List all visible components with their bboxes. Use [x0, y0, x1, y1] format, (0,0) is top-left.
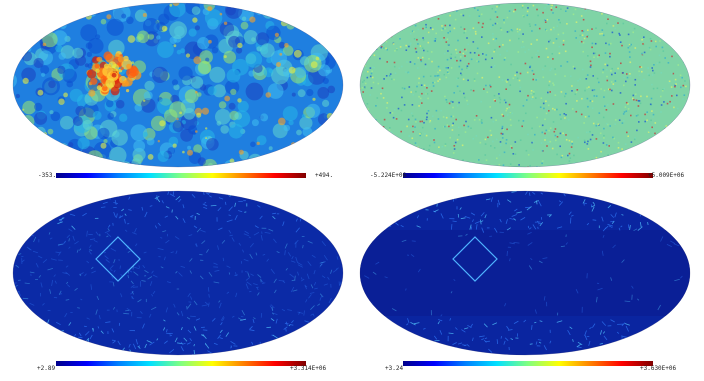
- colorbar-max-label: +3.630E+06: [640, 365, 677, 372]
- colorbar-max-label: +494.: [315, 172, 334, 179]
- sky-map-masked: [359, 190, 691, 366]
- mollweide-map-top-right: [355, 2, 695, 187]
- mollweide-map-top-left: [8, 2, 348, 187]
- mollweide-map-bottom-left: [8, 190, 348, 375]
- sky-map-temperature: [12, 2, 344, 178]
- map-texture: [360, 3, 690, 167]
- colorbar-min-label: +3.24: [385, 365, 404, 372]
- colorbar-min-label: +2.89: [37, 365, 56, 372]
- region-outline: [452, 236, 498, 282]
- map-texture: [360, 191, 690, 355]
- sky-map-hits: [12, 190, 344, 366]
- colorbar-max-label: +3.314E+06: [290, 365, 327, 372]
- region-outline: [95, 236, 141, 282]
- mollweide-map-bottom-right: [355, 190, 695, 375]
- colorbar-min-label: -353.: [38, 172, 57, 179]
- colorbar: [56, 173, 306, 178]
- colorbar-min-label: -5.224E+06: [370, 172, 407, 179]
- colorbar: [56, 361, 306, 366]
- colorbar: [403, 361, 653, 366]
- sky-map-noise: [359, 2, 691, 178]
- colorbar: [403, 173, 653, 178]
- colorbar-max-label: +5.009E+06: [648, 172, 685, 179]
